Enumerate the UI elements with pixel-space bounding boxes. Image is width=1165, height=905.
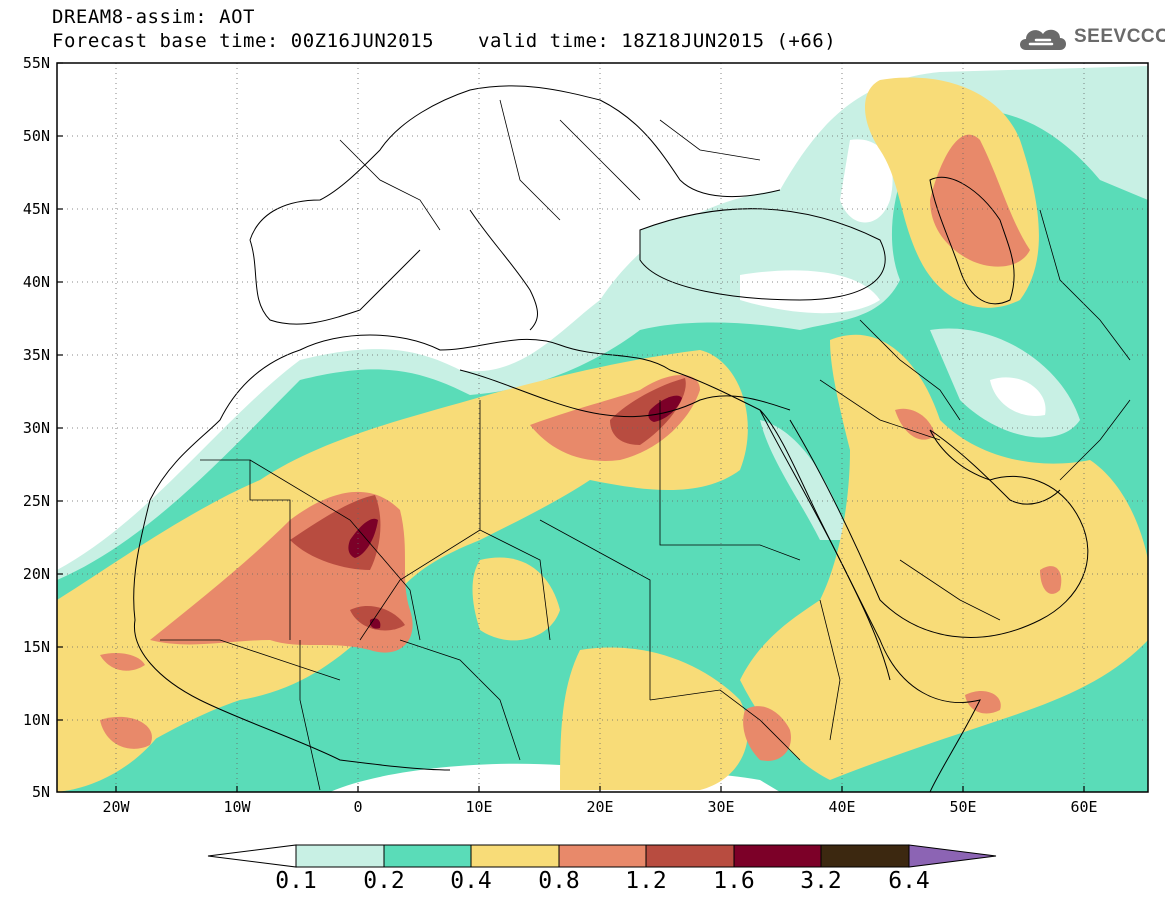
colorbar-bin	[820, 844, 910, 868]
colorbar-under-arrow	[207, 844, 297, 868]
lon-label: 50E	[949, 798, 976, 816]
latitude-labels: 55N 50N 45N 40N 35N 30N 25N 20N 15N 10N …	[23, 54, 50, 801]
aot-clean-red-sea	[760, 420, 850, 540]
border-20	[819, 599, 841, 741]
border-17	[339, 139, 441, 231]
aot-band-1.2-niger	[350, 605, 405, 631]
border-7	[299, 640, 321, 791]
aot-field	[57, 66, 1148, 792]
aot-band-0.4-central	[472, 557, 560, 641]
valid-time: valid time: 18Z18JUN2015 (+66)	[478, 30, 837, 52]
border-9	[399, 639, 521, 761]
border-10	[649, 689, 801, 761]
aot-band-1.2-libya	[610, 378, 686, 445]
lat-label: 5N	[32, 783, 50, 801]
lon-label: 20E	[586, 798, 613, 816]
aot-band-0.8-somalia	[965, 690, 1001, 714]
colorbar-label: 0.1	[275, 868, 317, 894]
iberia-coast	[249, 239, 421, 325]
lat-label: 10N	[23, 711, 50, 729]
lat-label: 25N	[23, 492, 50, 510]
border-5	[659, 400, 801, 561]
longitude-labels: 20W 10W 0 10E 20E 30E 40E 50E 60E	[102, 798, 1097, 816]
lat-label: 50N	[23, 127, 50, 145]
aot-band-1.6-mali	[348, 518, 378, 558]
border-14	[1039, 209, 1131, 361]
border-11	[819, 379, 941, 441]
colorbar-label: 1.6	[713, 868, 755, 894]
lat-label: 55N	[23, 54, 50, 72]
colorbar-bin	[645, 844, 735, 868]
lat-label: 30N	[23, 419, 50, 437]
lon-label: 10E	[465, 798, 492, 816]
lon-label: 40E	[828, 798, 855, 816]
border-19	[1059, 399, 1131, 481]
lon-label: 10W	[223, 798, 251, 816]
aot-band-0.4-west	[57, 627, 180, 792]
colorbar-bin	[558, 844, 647, 868]
colorbar-bin	[470, 844, 560, 868]
border-2	[249, 459, 421, 641]
colorbar-label: 3.2	[800, 868, 842, 894]
west-africa-coast	[133, 499, 451, 771]
aot-band-0.8-oman	[1040, 566, 1062, 594]
europe-coast	[249, 85, 781, 241]
lat-label: 20N	[23, 565, 50, 583]
aot-band-0.8-guinea	[100, 716, 152, 749]
seevccc-logo: SEEVCCC	[1016, 22, 1165, 54]
lon-label: 30E	[707, 798, 734, 816]
border-8	[160, 639, 341, 681]
colorbar-label: 0.4	[450, 868, 492, 894]
aot-band-0.8-iraq	[895, 408, 935, 440]
forecast-base-time: Forecast base time: 00Z16JUN2015	[52, 30, 435, 52]
colorbar-bin	[733, 844, 822, 868]
lat-label: 15N	[23, 638, 50, 656]
lat-label: 35N	[23, 346, 50, 364]
cloud-icon	[1020, 29, 1066, 50]
border-13	[899, 559, 1001, 621]
aot-clean-caspian-west	[740, 270, 880, 314]
country-borders	[160, 99, 1131, 791]
aot-band-0.4-sudan	[560, 647, 748, 790]
aot-clean-iran-core	[990, 377, 1046, 416]
graticule	[57, 63, 1148, 792]
colorbar-bin	[383, 844, 472, 868]
colorbar-label: 0.2	[363, 868, 405, 894]
coastlines	[133, 85, 1089, 792]
aot-band-1.6-libya	[648, 395, 682, 422]
lon-label: 20W	[102, 798, 130, 816]
caspian-coast	[929, 176, 1015, 305]
border-12	[859, 319, 961, 421]
map-title: DREAM8-assim: AOT	[52, 6, 255, 28]
colorbar	[207, 844, 997, 868]
border-6	[539, 519, 651, 700]
logo-text: SEEVCCC	[1074, 26, 1165, 47]
border-15	[499, 99, 561, 221]
lat-label: 40N	[23, 273, 50, 291]
lon-label: 0	[353, 798, 362, 816]
colorbar-label: 0.8	[538, 868, 580, 894]
colorbar-over-arrow	[908, 844, 997, 868]
map-ticks	[57, 62, 1085, 792]
lon-label: 60E	[1070, 798, 1097, 816]
africa-coastline	[149, 334, 981, 792]
border-1	[200, 459, 291, 640]
persian-gulf-coast	[929, 429, 1061, 505]
border-4	[359, 529, 481, 641]
black-sea-coast	[639, 208, 886, 301]
colorbar-label: 1.2	[625, 868, 667, 894]
aot-band-0.8-ethiopia	[743, 706, 791, 761]
italy-coast	[469, 209, 538, 331]
mediterranean-south-coast	[459, 369, 791, 418]
lat-label: 45N	[23, 200, 50, 218]
colorbar-label: 6.4	[888, 868, 930, 894]
red-sea-coast	[759, 409, 891, 681]
border-18	[659, 119, 761, 161]
border-3	[479, 400, 551, 641]
aot-clean-kazakh	[840, 139, 893, 223]
aot-band-0.8-west-coast	[100, 653, 145, 671]
border-16	[559, 119, 641, 201]
colorbar-bin	[295, 844, 385, 868]
